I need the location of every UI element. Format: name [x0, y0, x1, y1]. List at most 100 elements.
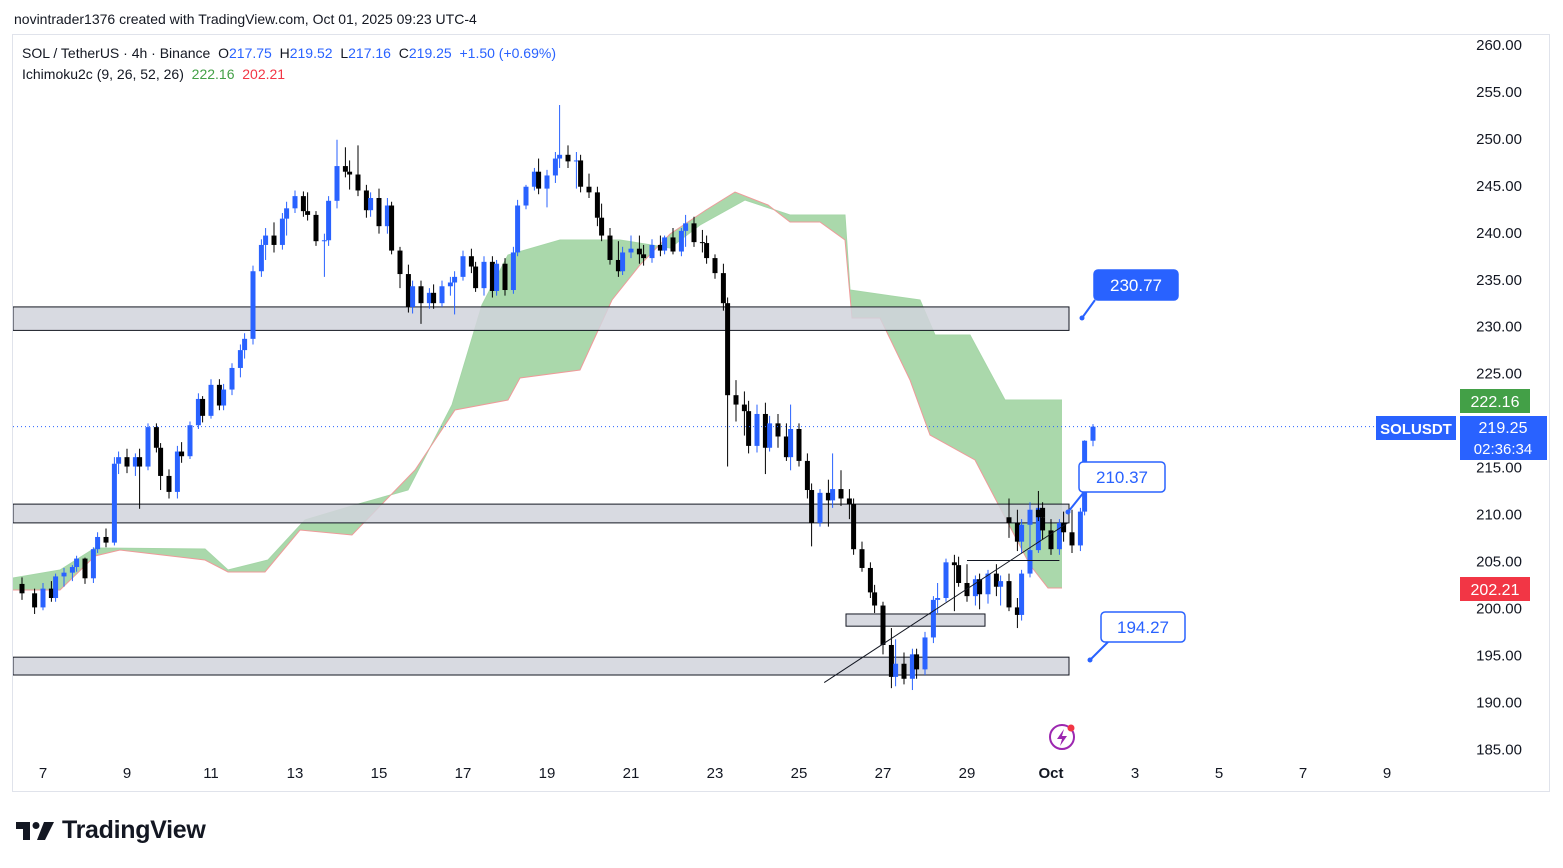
- time-tick-label: 7: [1299, 765, 1307, 782]
- candle-body-44: [334, 166, 340, 201]
- price-tick-label: 240.00: [1476, 225, 1522, 242]
- candle-body-43: [326, 200, 332, 241]
- time-tick-label: 7: [39, 765, 47, 782]
- chart-frame[interactable]: [12, 34, 1550, 792]
- candle-body-155: [1069, 532, 1075, 546]
- candle-body-5: [61, 572, 67, 577]
- callout-label: 194.27: [1117, 618, 1169, 637]
- candle-body-9: [90, 549, 96, 579]
- indicator-span-b-value: 202.21: [242, 66, 286, 82]
- candle-body-14: [124, 457, 130, 467]
- candle-body-90: [657, 244, 663, 251]
- candle-body-32: [250, 271, 256, 339]
- attribution-text: novintrader1376 created with TradingView…: [14, 11, 477, 27]
- candle-body-18: [153, 427, 159, 448]
- symbol-name: SOL / TetherUS · 4h · Binance: [22, 45, 211, 61]
- brand-name: TradingView: [62, 816, 206, 844]
- symbol-legend[interactable]: SOL / TetherUS · 4h · Binance O217.75 H2…: [22, 45, 556, 61]
- time-tick-label: 19: [539, 765, 556, 782]
- candle-body-97: [704, 243, 710, 259]
- candle-body-122: [880, 605, 886, 645]
- candle-body-55: [410, 286, 416, 307]
- candle-body-63: [468, 256, 474, 267]
- candle-body-47: [355, 174, 361, 191]
- tradingview-logo[interactable]: TradingView: [16, 816, 206, 845]
- close-label: C: [398, 45, 409, 61]
- last-price-tag: [1460, 416, 1547, 460]
- candle-body-104: [754, 413, 760, 446]
- candle-body-68: [502, 263, 508, 291]
- time-tick-label: 11: [203, 765, 219, 782]
- candle-body-83: [607, 235, 613, 260]
- candle-body-65: [481, 261, 487, 289]
- candle-body-147: [1014, 522, 1020, 542]
- candle-body-34: [263, 235, 269, 245]
- candle-body-149: [1027, 509, 1033, 525]
- callout-label: 210.37: [1096, 468, 1148, 487]
- trendline-1: [823, 522, 1069, 683]
- ichimoku-cloud: [13, 192, 1062, 590]
- candle-body-153: [1056, 522, 1062, 550]
- time-tick-label: 23: [707, 765, 724, 782]
- callout-box: [1100, 611, 1186, 643]
- span-b-price-text: 202.21: [1471, 582, 1520, 599]
- candle-body-57: [426, 292, 432, 304]
- candle-body-77: [565, 154, 571, 162]
- candle-body-89: [649, 244, 655, 259]
- price-tick-label: 210.00: [1476, 507, 1522, 524]
- candle-body-52: [389, 205, 395, 251]
- low-label: L: [340, 45, 349, 61]
- lightning-badge: [1067, 724, 1075, 732]
- candle-body-100: [725, 303, 731, 396]
- candle-body-7: [74, 558, 80, 568]
- plot-area: [13, 105, 1456, 691]
- candle-body-133: [956, 565, 962, 583]
- candle-body-139: [998, 581, 1004, 587]
- indicator-legend[interactable]: Ichimoku2c (9, 26, 52, 26) 222.16 202.21: [22, 66, 285, 82]
- time-tick-label: 9: [1383, 765, 1391, 782]
- price-tick-label: 205.00: [1476, 553, 1522, 570]
- time-tick-label: 27: [875, 765, 892, 782]
- callout-dot: [1079, 315, 1085, 321]
- candle-body-96: [699, 242, 705, 244]
- candle-body-29: [229, 367, 235, 390]
- ichimoku-span-b-line: [13, 191, 1062, 591]
- lightning-event-icon[interactable]: [1049, 724, 1075, 750]
- candle-body-20: [166, 475, 172, 492]
- candle-body-78: [573, 160, 579, 162]
- callout-box: [1093, 269, 1179, 301]
- time-tick-label: 13: [287, 765, 304, 782]
- candle-body-91: [662, 237, 668, 251]
- candle-body-10: [95, 536, 101, 550]
- candle-body-146: [1006, 517, 1012, 523]
- candle-body-40: [305, 211, 311, 215]
- price-tick-label: 245.00: [1476, 178, 1522, 195]
- candle-body-143: [1027, 550, 1033, 574]
- callout-label: 230.77: [1110, 276, 1162, 295]
- sr-zone-4: [13, 656, 1070, 676]
- span-a-price-tag: [1460, 389, 1530, 413]
- candle-body-21: [174, 451, 180, 492]
- candle-body-75: [552, 158, 558, 176]
- candle-body-70: [515, 205, 521, 253]
- time-tick-label: 21: [623, 765, 640, 782]
- candle-body-67: [494, 263, 500, 291]
- candle-body-28: [221, 389, 227, 406]
- candle-body-13: [116, 457, 122, 464]
- candle-body-118: [851, 504, 857, 550]
- candle-body-80: [586, 186, 592, 193]
- candle-body-66: [489, 261, 495, 291]
- candle-body-94: [683, 223, 689, 231]
- candle-body-115: [830, 489, 836, 501]
- indicator-name: Ichimoku2c (9, 26, 52, 26): [22, 66, 184, 82]
- candle-body-56: [418, 286, 424, 304]
- candle-body-45: [342, 166, 348, 172]
- candle-body-16: [137, 457, 143, 467]
- candle-body-37: [284, 208, 290, 219]
- candle-body-138: [993, 573, 999, 587]
- candle-body-25: [200, 398, 206, 416]
- price-tick-label: 250.00: [1476, 131, 1522, 148]
- price-tick-label: 215.00: [1476, 460, 1522, 477]
- price-tick-label: 200.00: [1476, 600, 1522, 617]
